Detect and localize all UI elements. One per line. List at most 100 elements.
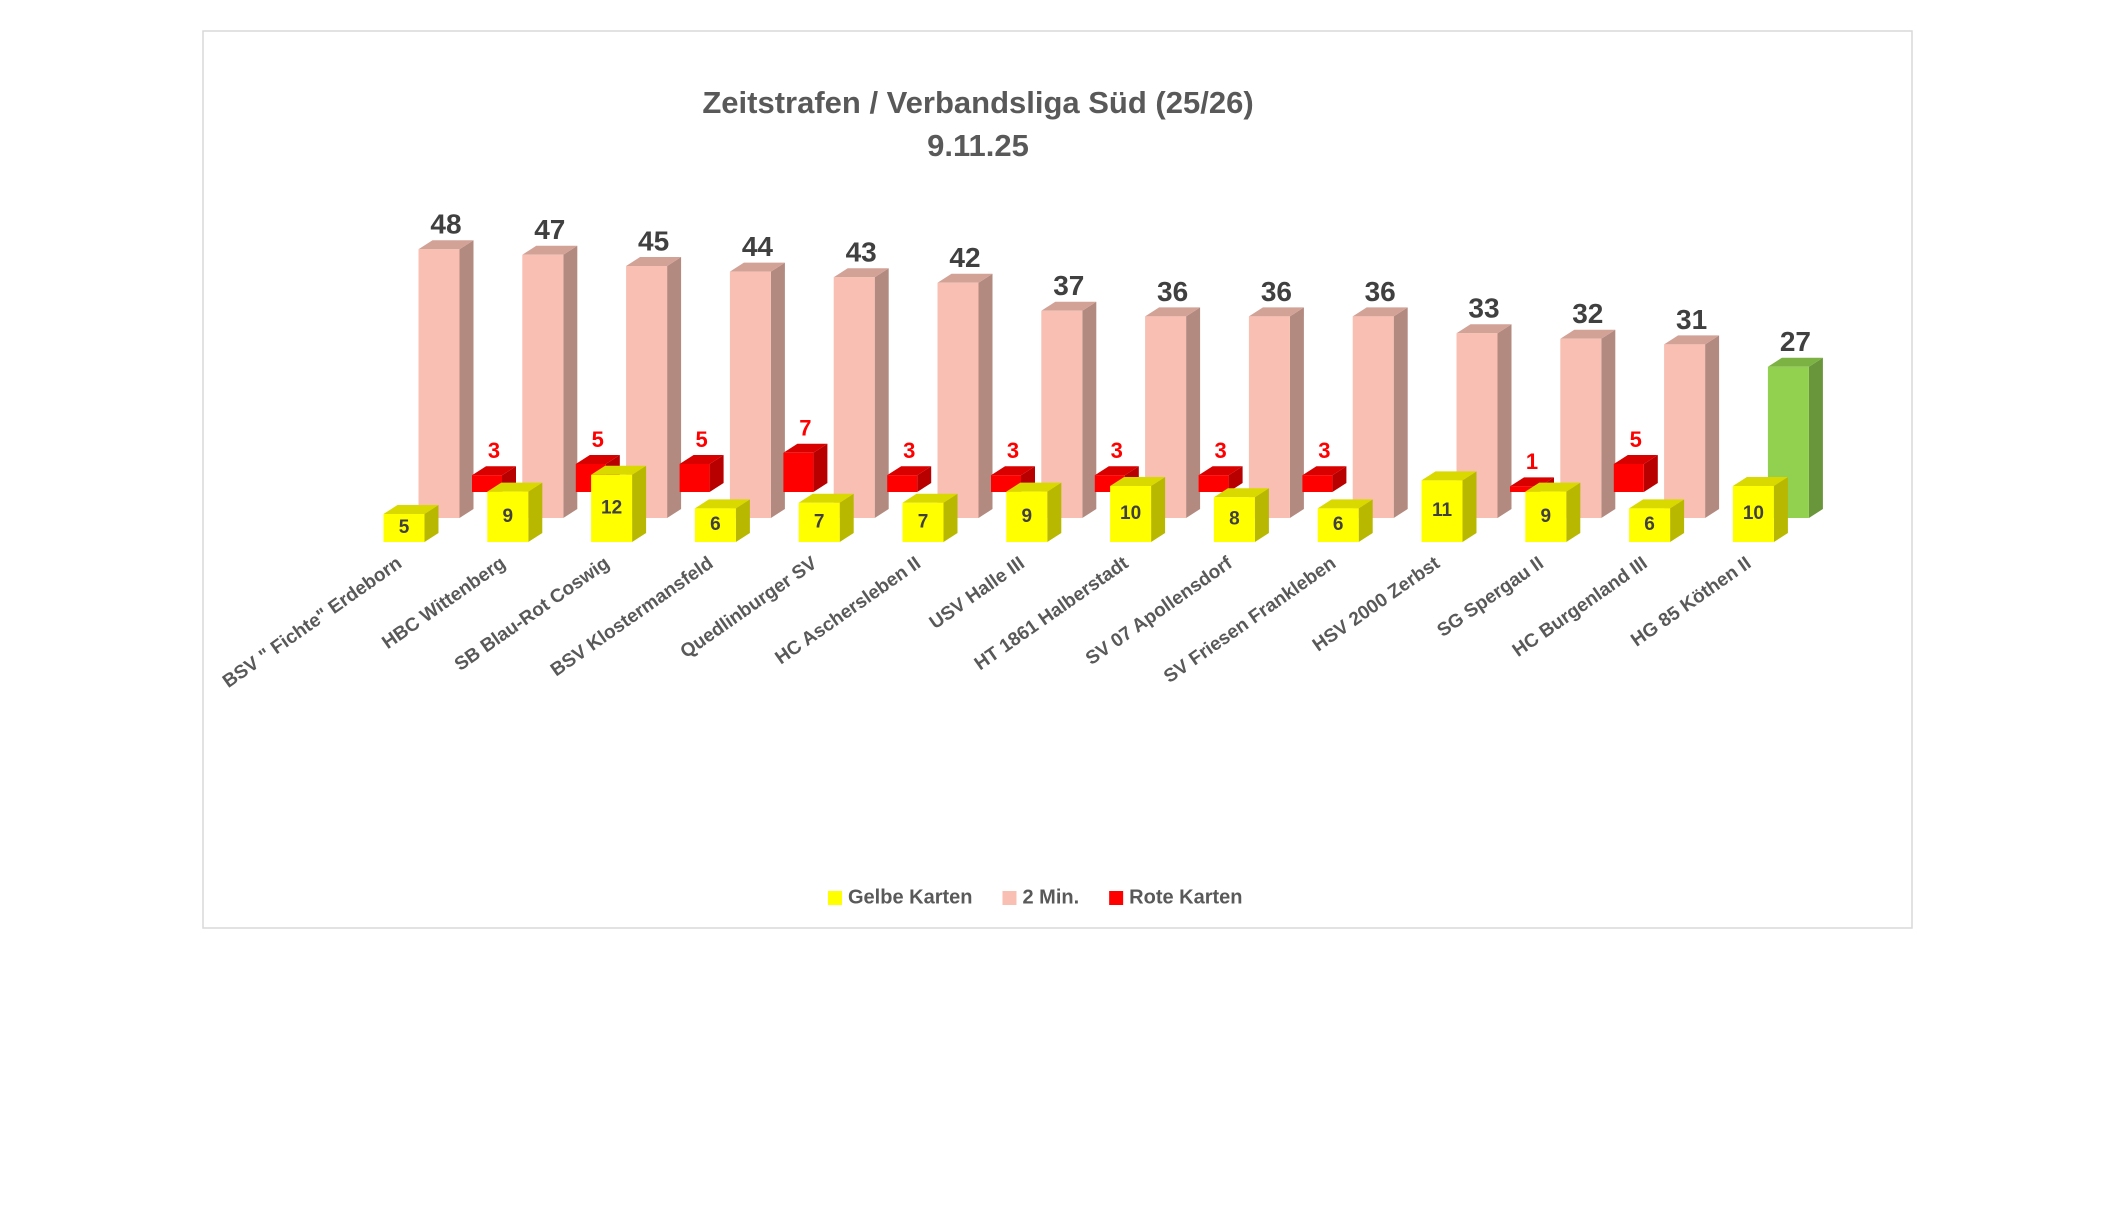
bar-top (887, 466, 932, 476)
legend-label: Rote Karten (1129, 886, 1242, 908)
data-label: 27 (1780, 326, 1811, 357)
bar-top (1613, 455, 1658, 464)
bar-top (1145, 307, 1201, 317)
data-label: 32 (1572, 298, 1603, 329)
data-label: 33 (1468, 293, 1499, 324)
data-label: 9 (1022, 506, 1033, 527)
bar-side (1289, 307, 1304, 518)
bar-top (522, 245, 578, 255)
bar-top (729, 262, 785, 272)
data-label: 43 (846, 237, 877, 268)
legend-marker (828, 891, 842, 905)
bar (937, 282, 979, 518)
data-label: 45 (638, 225, 669, 256)
data-label: 6 (710, 514, 721, 535)
bar-top (1629, 499, 1685, 509)
bar (1732, 486, 1774, 542)
bar (1525, 491, 1567, 542)
bar-side (1601, 329, 1616, 518)
bar-side (528, 482, 543, 542)
data-label: 12 (601, 497, 622, 518)
data-label: 9 (503, 506, 514, 527)
bar-top (1732, 477, 1788, 486)
bar-top (383, 505, 439, 514)
bar-top (991, 466, 1035, 476)
bar (798, 502, 840, 542)
bar-top (1456, 324, 1512, 334)
bar-top (798, 493, 854, 503)
bar-side (1670, 499, 1685, 542)
bar-side (1808, 357, 1823, 518)
legend-label: 2 Min. (1022, 886, 1079, 908)
bar (694, 508, 736, 542)
legend-marker (1109, 891, 1124, 905)
bar-side (1082, 301, 1097, 518)
bar-side (917, 466, 932, 492)
data-label: 5 (592, 427, 604, 452)
bar-top (1560, 329, 1616, 339)
bar (1006, 491, 1048, 542)
data-label: 48 (430, 209, 461, 240)
bar-side (1228, 466, 1243, 492)
bar-side (943, 493, 958, 542)
bar-side (770, 262, 785, 518)
data-label: 7 (814, 511, 825, 532)
bar (591, 474, 633, 542)
data-label: 36 (1365, 276, 1396, 307)
bar (729, 271, 771, 518)
bar-side (1151, 477, 1166, 542)
bar-top (1006, 482, 1062, 492)
bar-top (1198, 466, 1243, 476)
data-label: 44 (742, 231, 774, 262)
bar-side (839, 493, 854, 542)
data-label: 6 (1644, 514, 1655, 535)
data-label: 47 (534, 214, 565, 245)
bar-side (874, 268, 889, 518)
bar-top (1664, 335, 1720, 345)
bar-side (1773, 477, 1788, 542)
bar-top (418, 240, 474, 250)
bar (902, 502, 944, 542)
legend-marker (1002, 891, 1017, 905)
data-label: 3 (1111, 438, 1123, 463)
bar-side (1332, 466, 1347, 492)
bar-top (1767, 357, 1823, 367)
bar-top (783, 443, 828, 453)
bar-side (563, 245, 578, 519)
data-label: 3 (903, 438, 915, 463)
data-label: 1 (1526, 449, 1538, 474)
bar (1198, 475, 1229, 492)
data-label: 7 (799, 416, 811, 441)
bar (418, 249, 460, 518)
bar-side (1047, 482, 1062, 542)
bar-side (667, 257, 682, 518)
bar-side (632, 465, 647, 542)
data-label: 6 (1333, 514, 1344, 535)
data-label: 10 (1743, 503, 1764, 524)
bar (1317, 508, 1359, 542)
bar (783, 452, 814, 492)
bar-top (679, 455, 724, 464)
bar (1110, 486, 1152, 542)
bar (679, 464, 710, 492)
bar-top (591, 465, 647, 475)
bar (1302, 475, 1333, 492)
data-label: 42 (949, 242, 980, 273)
bar-top (1302, 466, 1347, 476)
bar-top (1421, 471, 1477, 481)
bar-side (1462, 471, 1477, 542)
bar-top (833, 268, 889, 278)
legend-label: Gelbe Karten (848, 886, 972, 908)
data-label: 5 (695, 427, 707, 452)
bar-side (424, 505, 439, 542)
data-label: 36 (1261, 276, 1292, 307)
chart-title: Zeitstrafen / Verbandsliga Süd (25/26) (702, 85, 1253, 120)
data-label: 37 (1053, 270, 1084, 301)
bar-side (1358, 499, 1373, 542)
bar-side (1643, 455, 1658, 492)
bar-side (978, 273, 993, 518)
bar-side (1186, 307, 1201, 518)
bar-side (459, 240, 474, 518)
data-label: 9 (1541, 506, 1552, 527)
bar (887, 475, 918, 492)
